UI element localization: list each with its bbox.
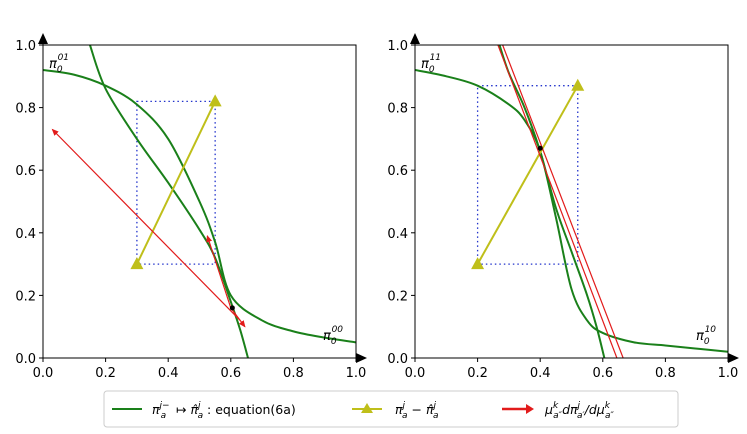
right-x-tick-label: 1.0 [718,366,739,381]
left-red-arrow-long [51,128,241,321]
legend-label-equation: πj− a ↦ π̂j a : equation(6a) [152,401,296,421]
right-y-tick-label: 0.8 [387,102,408,117]
left-y-tick-label: 0.6 [15,164,36,179]
right-corner-label-top: π011 [421,53,441,75]
left-y-tick-label: 0.8 [15,102,36,117]
right-x-tick-label: 0.4 [530,366,551,381]
left-green-curve_a [43,69,356,344]
left-y-tick-label: 0.0 [15,352,36,367]
left-corner-label-top: π001 [49,53,69,75]
left-y-tick-label: 1.0 [15,39,36,54]
right-triangle-marker [471,257,485,270]
left-x-tick-label: 1.0 [346,366,367,381]
right-y-tick-label: 0.0 [387,352,408,367]
legend-label-difference: πj a − π̂j a [395,401,439,421]
legend-label-derivative: μk a″dπj a′/dμk a″ [544,401,614,421]
right-triangle-marker [571,78,585,91]
left-yellow-line [135,100,217,265]
right-y-tick-label: 1.0 [387,39,408,54]
left-x-tick-label: 0.0 [33,366,54,381]
left-dotted-box [136,100,216,265]
left-ticks: 0.0 0.2 0.4 0.6 0.8 1.0 0.0 0.2 0.4 0.6 0.8 1.0 [15,39,366,381]
right-y-tick-label: 0.6 [387,164,408,179]
left-corner-label-bottom: π000 [323,325,343,347]
legend: πj− a ↦ π̂j a : equation(6a) πj a − π̂j a μk… [103,390,679,428]
right-x-tick-label: 0.6 [592,366,613,381]
right-plot-area [415,45,728,358]
left-x-tick-label: 0.2 [95,366,116,381]
left-panel: 0.0 0.2 0.4 0.6 0.8 1.0 0.0 0.2 0.4 0.6 0.8 1.0 π00… [15,33,367,381]
right-ticks: 0.0 0.2 0.4 0.6 0.8 1.0 0.0 0.2 0.4 0.6 0.8 1.0 [387,39,738,381]
right-x-tick-label: 0.2 [467,366,488,381]
right-dotted-box [476,85,579,265]
left-plot-area [43,45,356,358]
left-fixed-point [229,305,235,311]
left-x-tick-label: 0.8 [283,366,304,381]
left-y-tick-label: 0.4 [15,227,36,242]
right-green-curve_b [498,45,606,358]
arrow-right-icon [526,404,534,414]
left-triangle-marker [208,94,222,107]
right-y-tick-label: 0.2 [387,289,408,304]
left-red-arrow-short-down [230,307,246,328]
left-green-curve_b [89,45,249,358]
right-fixed-point [537,145,543,151]
right-green-curve_a [415,69,728,353]
left-y-tick-label: 0.2 [15,289,36,304]
right-red-line-2 [502,45,624,358]
right-y-tick-label: 0.4 [387,227,408,242]
legend-item-equation: πj− a ↦ π̂j a : equation(6a) [112,401,296,421]
legend-item-derivative: μk a″dπj a′/dμk a″ [502,401,614,421]
left-x-tick-label: 0.6 [220,366,241,381]
right-frame [414,44,729,359]
legend-box [103,390,679,428]
left-x-tick-label: 0.4 [158,366,179,381]
right-x-tick-label: 0.0 [405,366,426,381]
right-corner-label-bottom: π010 [696,325,716,347]
right-yellow-line [476,85,579,265]
right-panel: 0.0 0.2 0.4 0.6 0.8 1.0 0.0 0.2 0.4 0.6 0.8 1.0 π01… [387,33,739,381]
right-red-line-1 [497,45,618,358]
left-triangle-marker [130,257,144,270]
right-x-tick-label: 0.8 [655,366,676,381]
legend-item-difference: πj a − π̂j a [352,401,439,421]
triangle-marker-icon [361,403,373,413]
left-red-arrow-short-up [206,234,232,309]
